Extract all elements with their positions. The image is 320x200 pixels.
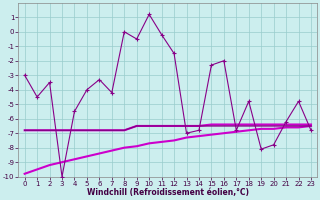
X-axis label: Windchill (Refroidissement éolien,°C): Windchill (Refroidissement éolien,°C) [87,188,249,197]
